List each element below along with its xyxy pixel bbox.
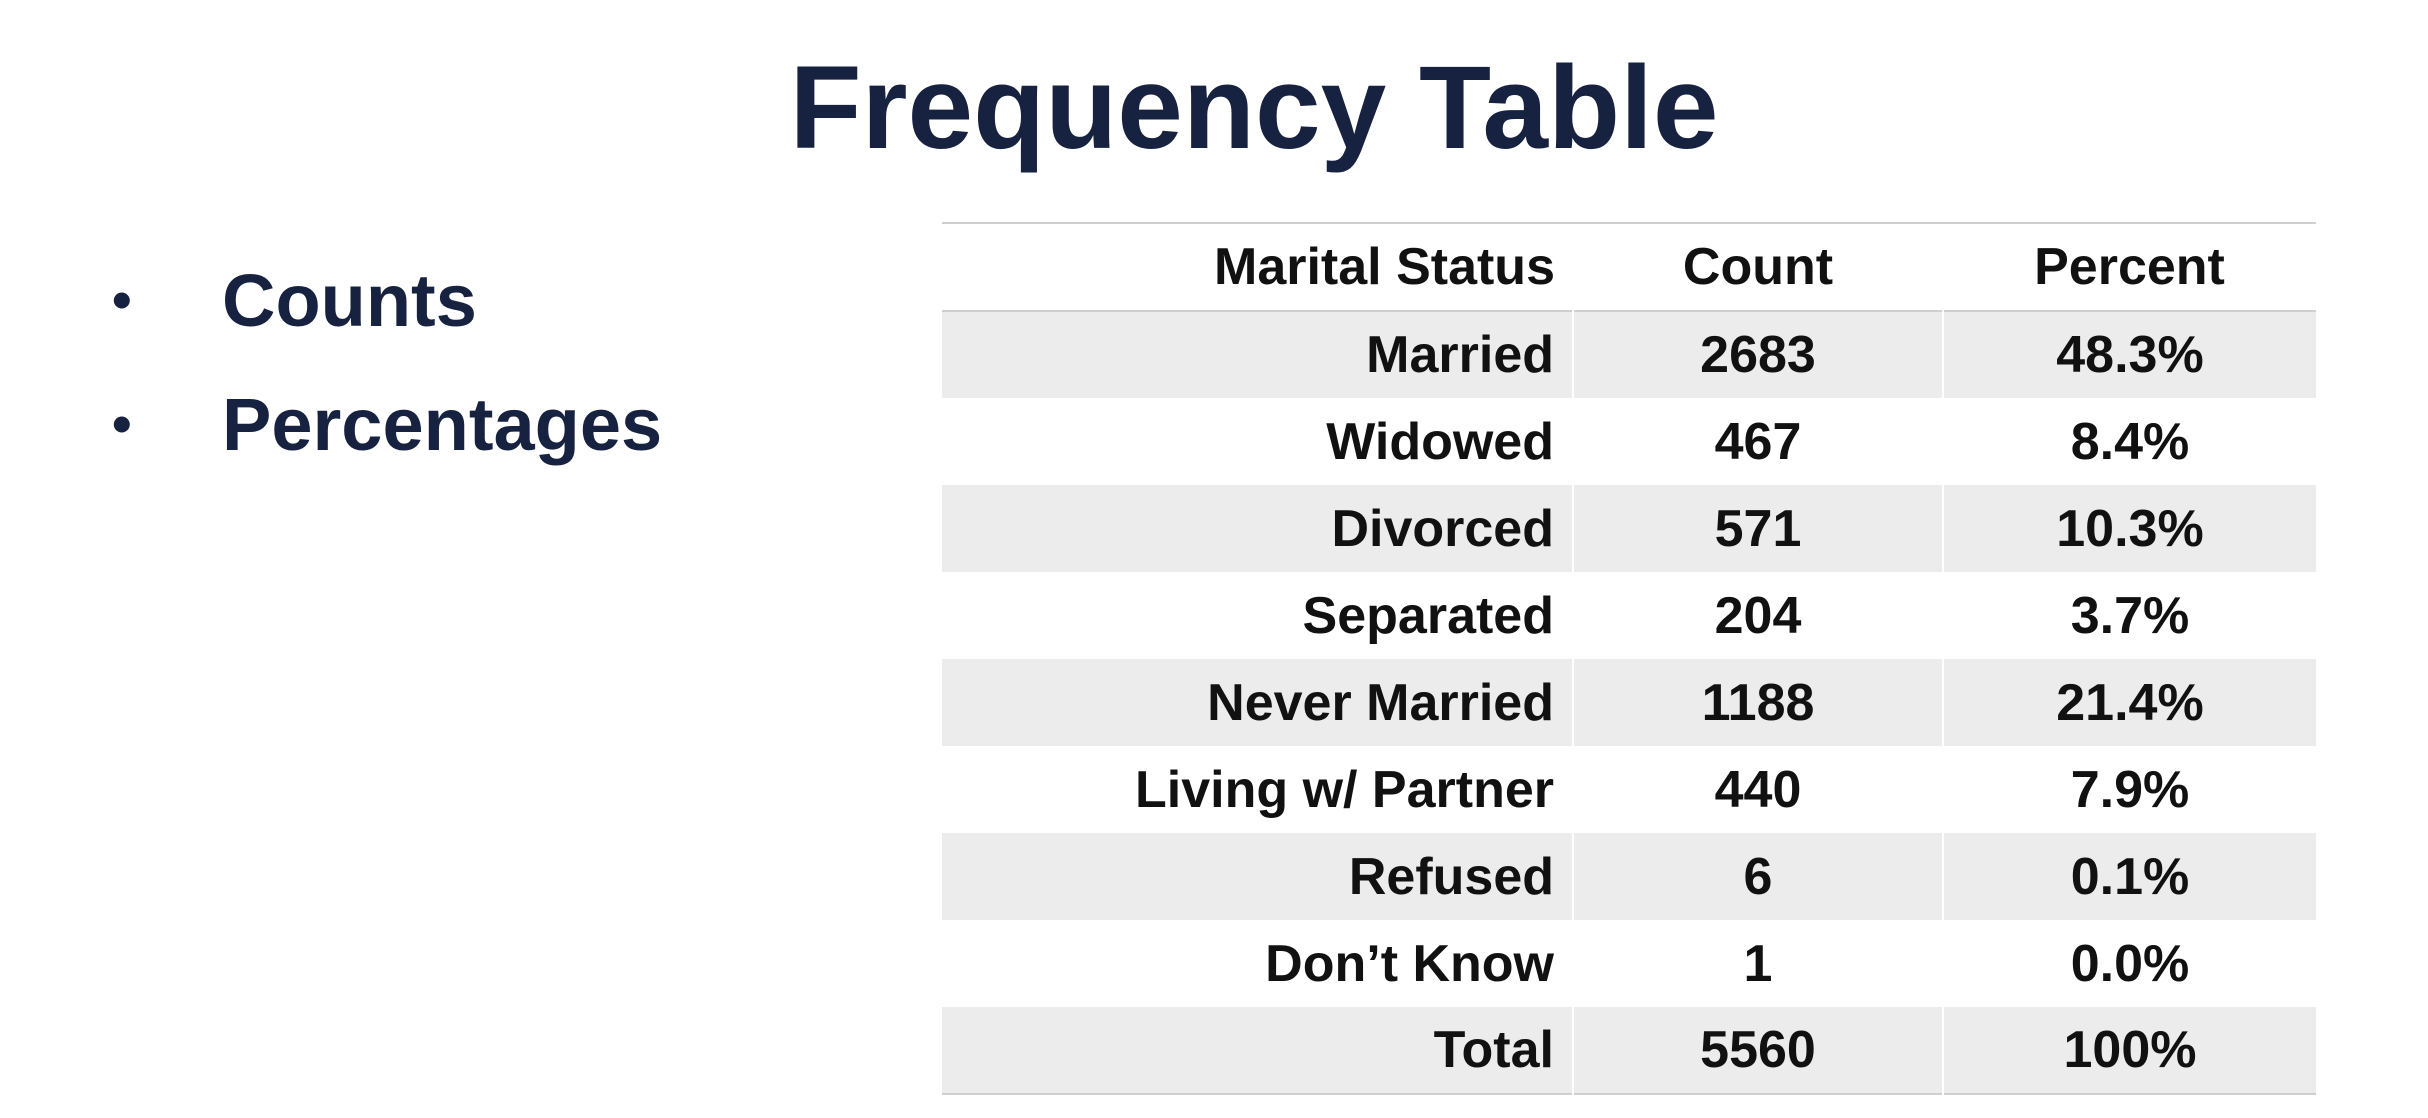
- cell-percent: 3.7%: [1942, 572, 2316, 659]
- cell-percent: 8.4%: [1942, 398, 2316, 485]
- bullet-item-counts: • Counts: [112, 238, 662, 362]
- cell-percent: 10.3%: [1942, 485, 2316, 572]
- bullet-label: Counts: [222, 258, 477, 342]
- table-header-row: Marital Status Count Percent: [942, 223, 2316, 311]
- cell-status: Never Married: [1207, 673, 1554, 732]
- table-row: Living w/ Partner 440 7.9%: [942, 746, 2316, 833]
- cell-status: Widowed: [1326, 412, 1554, 471]
- frequency-table: Marital Status Count Percent Married 268…: [942, 222, 2316, 1095]
- cell-status: Divorced: [1331, 499, 1554, 558]
- header-count: Count: [1682, 238, 1834, 296]
- cell-percent: 0.1%: [1942, 833, 2316, 920]
- bullet-list: • Counts • Percentages: [112, 238, 662, 486]
- bullet-label: Percentages: [222, 382, 663, 466]
- table-row: Never Married 1188 21.4%: [942, 659, 2316, 746]
- cell-count: 1: [1572, 920, 1943, 1007]
- bullet-item-percentages: • Percentages: [112, 362, 662, 486]
- header-percent: Percent: [2034, 238, 2225, 296]
- cell-percent: 100%: [1942, 1007, 2316, 1094]
- cell-count: 571: [1572, 485, 1943, 572]
- cell-count: 1188: [1572, 659, 1943, 746]
- cell-count: 6: [1572, 833, 1943, 920]
- frequency-table-container: Marital Status Count Percent Married 268…: [942, 222, 2316, 1095]
- cell-status: Don’t Know: [1265, 934, 1554, 993]
- table-row: Separated 204 3.7%: [942, 572, 2316, 659]
- cell-status: Total: [1433, 1021, 1554, 1079]
- bullet-dot-icon: •: [112, 392, 132, 455]
- cell-percent: 7.9%: [1942, 746, 2316, 833]
- slide-title: Frequency Table: [789, 42, 1719, 174]
- cell-count: 5560: [1572, 1007, 1943, 1094]
- cell-status: Refused: [1348, 847, 1554, 906]
- table-row: Married 2683 48.3%: [942, 311, 2316, 398]
- cell-percent: 21.4%: [1942, 659, 2316, 746]
- cell-count: 440: [1572, 746, 1943, 833]
- table-row: Widowed 467 8.4%: [942, 398, 2316, 485]
- table-row: Don’t Know 1 0.0%: [942, 920, 2316, 1007]
- header-marital-status: Marital Status: [1214, 238, 1555, 296]
- cell-percent: 48.3%: [1942, 311, 2316, 398]
- table-total-row: Total 5560 100%: [942, 1007, 2316, 1094]
- cell-count: 2683: [1572, 311, 1943, 398]
- cell-status: Married: [1366, 326, 1554, 384]
- bullet-dot-icon: •: [112, 268, 132, 331]
- table-row: Refused 6 0.1%: [942, 833, 2316, 920]
- cell-percent: 0.0%: [1942, 920, 2316, 1007]
- cell-status: Living w/ Partner: [1135, 760, 1554, 819]
- cell-count: 467: [1572, 398, 1943, 485]
- cell-status: Separated: [1302, 586, 1554, 645]
- cell-count: 204: [1572, 572, 1943, 659]
- table-row: Divorced 571 10.3%: [942, 485, 2316, 572]
